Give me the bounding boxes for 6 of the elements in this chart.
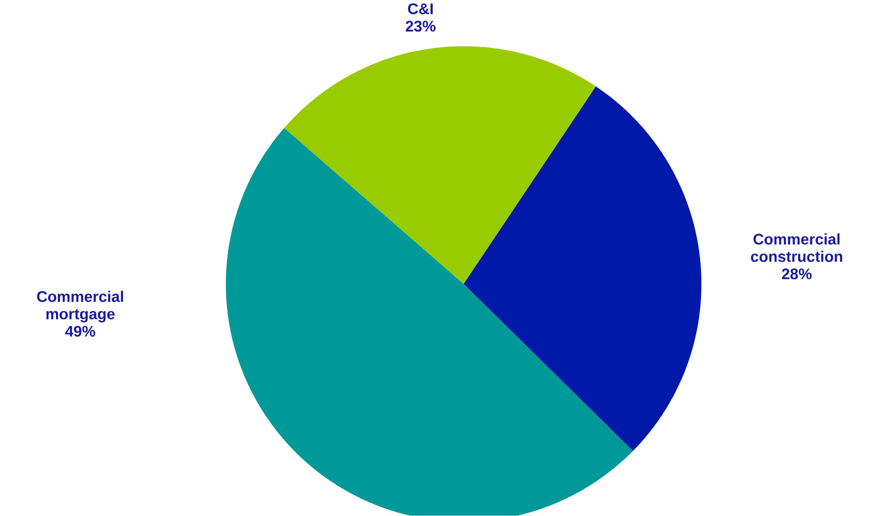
- data-label: 23%: [406, 20, 436, 32]
- data-label: 28%: [782, 268, 812, 280]
- data-label: 49%: [65, 326, 96, 337]
- slice-label: Commercial mortgage: [37, 290, 124, 323]
- slice-label: C&I: [408, 4, 433, 14]
- slice-label: Commercial construction: [750, 234, 842, 262]
